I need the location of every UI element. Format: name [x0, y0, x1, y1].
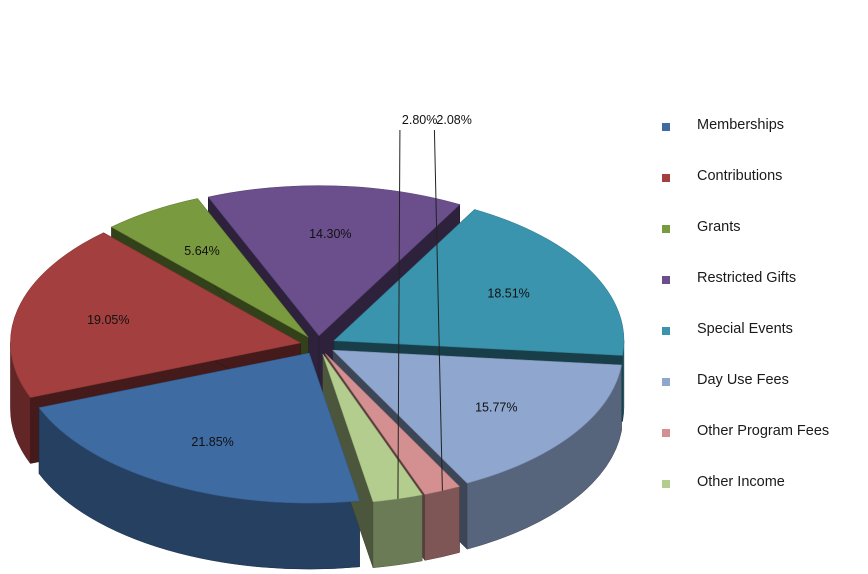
- legend-label: Memberships: [697, 117, 785, 133]
- slice-restricted-gifts: [207, 185, 461, 337]
- legend-label: Other Income: [697, 474, 785, 490]
- slice-tops: [10, 185, 625, 504]
- legend-item-grants: Grants: [656, 214, 861, 265]
- data-label-day-use-fees: 15.77%: [475, 400, 517, 414]
- leader-line-other-income: [397, 129, 401, 499]
- slice-day-use-fees: [332, 349, 622, 484]
- legend-swatch: [662, 123, 670, 131]
- legend-swatch: [662, 327, 670, 335]
- data-label-restricted-gifts: 14.30%: [309, 227, 351, 241]
- legend-item-other-program-fees: Other Program Fees: [656, 418, 861, 469]
- legend-label: Special Events: [697, 321, 793, 337]
- legend-label: Day Use Fees: [697, 372, 789, 388]
- legend-swatch: [662, 225, 670, 233]
- legend: Memberships Contributions Grants Restricted…: [656, 112, 861, 520]
- legend-label: Grants: [697, 219, 741, 235]
- legend-item-restricted-gifts: Restricted Gifts: [656, 265, 861, 316]
- slice-special-events: [333, 209, 625, 356]
- legend-swatch: [662, 480, 670, 488]
- legend-swatch: [662, 429, 670, 437]
- legend-swatch: [662, 378, 670, 386]
- legend-swatch: [662, 174, 670, 182]
- data-label-other-income: 2.80%: [402, 113, 437, 127]
- legend-swatch: [662, 276, 670, 284]
- legend-label: Other Program Fees: [697, 423, 830, 439]
- data-labels: 21.85% 19.05% 5.64% 14.30% 18.51% 15.77% 2.08%…: [87, 113, 530, 449]
- legend-item-contributions: Contributions: [656, 163, 861, 214]
- legend-item-memberships: Memberships: [656, 112, 861, 163]
- legend-label: Restricted Gifts: [697, 270, 797, 286]
- leader-lines: [397, 129, 443, 499]
- legend-item-day-use-fees: Day Use Fees: [656, 367, 861, 418]
- legend-item-other-income: Other Income: [656, 469, 861, 520]
- data-label-grants: 5.64%: [184, 244, 219, 258]
- data-label-memberships: 21.85%: [191, 435, 233, 449]
- legend-label: Contributions: [697, 168, 783, 184]
- slice-other-income: [322, 353, 423, 503]
- data-label-contributions: 19.05%: [87, 313, 129, 327]
- leader-line-other-program-fees: [433, 129, 443, 491]
- data-label-other-program-fees: 2.08%: [436, 113, 471, 127]
- slice-contributions: [10, 232, 302, 398]
- data-label-special-events: 18.51%: [487, 286, 529, 300]
- slice-memberships: [38, 352, 360, 504]
- slice-grants: [110, 198, 309, 338]
- legend-item-special-events: Special Events: [656, 316, 861, 367]
